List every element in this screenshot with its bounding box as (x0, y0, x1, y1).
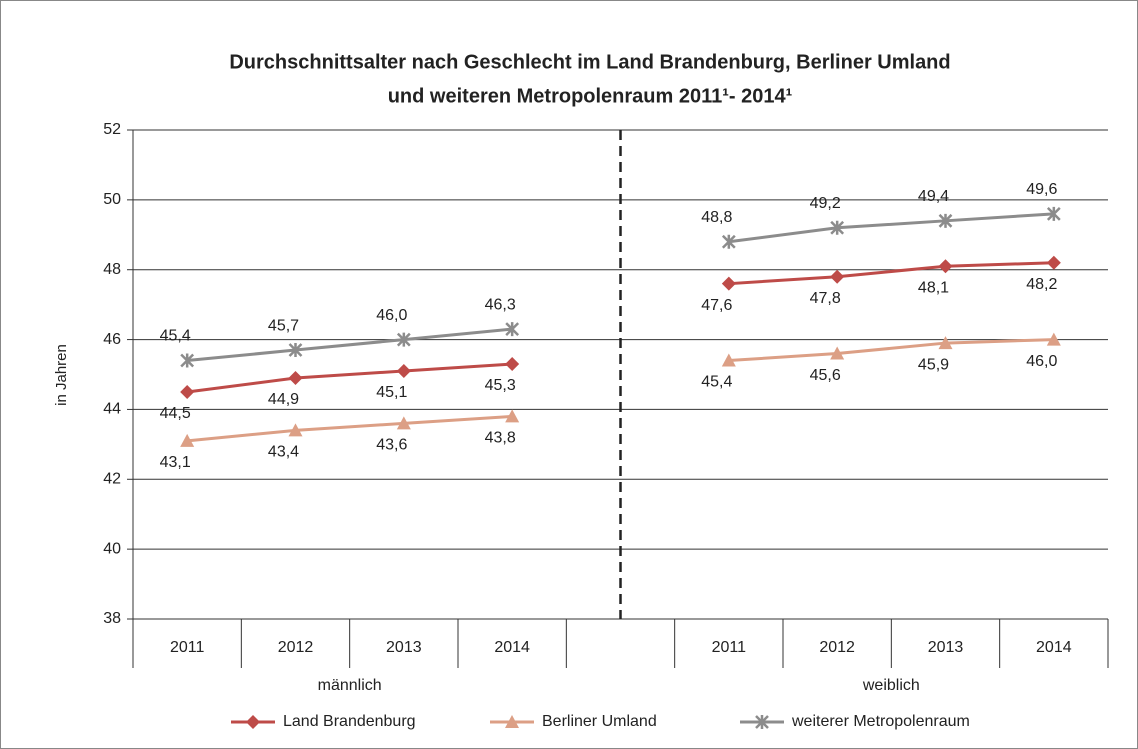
marker (1046, 206, 1061, 221)
data-label: 47,8 (810, 290, 841, 307)
x-tick-label: 2011 (712, 639, 747, 656)
legend-marker (505, 715, 519, 728)
marker (1046, 255, 1061, 270)
y-tick-label: 38 (103, 610, 121, 627)
data-label: 43,8 (485, 430, 516, 447)
series-line (187, 212, 1054, 363)
marker (830, 220, 845, 235)
data-label: 48,8 (701, 209, 732, 226)
marker (721, 353, 736, 367)
data-label: 43,6 (376, 437, 407, 454)
x-tick-label: 2014 (494, 639, 530, 656)
data-label: 47,6 (701, 297, 732, 314)
marker (180, 433, 195, 447)
y-tick-label: 52 (103, 121, 121, 138)
data-label: 46,0 (1026, 353, 1057, 370)
legend-label: Berliner Umland (542, 713, 657, 730)
data-label: 45,3 (485, 377, 516, 394)
y-axis-label: in Jahren (53, 344, 70, 406)
marker (938, 213, 953, 228)
marker (396, 416, 411, 430)
data-label: 45,6 (810, 367, 841, 384)
data-label: 45,1 (376, 384, 407, 401)
chart-title: und weiteren Metropolenraum 2011¹- 2014¹ (388, 85, 793, 107)
group-label: männlich (318, 677, 382, 694)
x-tick-label: 2012 (278, 639, 314, 656)
x-tick-label: 2012 (819, 639, 855, 656)
marker (180, 353, 195, 368)
data-label: 45,4 (160, 328, 191, 345)
data-label: 43,1 (160, 454, 191, 471)
data-label: 45,9 (918, 356, 949, 373)
data-label: 46,3 (485, 296, 516, 313)
data-label: 46,0 (376, 307, 407, 324)
legend-label: weiterer Metropolenraum (791, 713, 970, 730)
marker (505, 409, 520, 423)
marker (938, 259, 953, 274)
marker (1046, 332, 1061, 346)
data-label: 44,9 (268, 391, 299, 408)
y-tick-label: 48 (103, 261, 121, 278)
legend-marker (755, 715, 769, 729)
y-tick-label: 50 (103, 191, 121, 208)
marker (830, 269, 845, 284)
series-line (187, 338, 1054, 443)
x-tick-label: 2014 (1036, 639, 1072, 656)
marker (721, 234, 736, 249)
marker (505, 322, 520, 337)
data-label: 48,1 (918, 279, 949, 296)
chart-title: Durchschnittsalter nach Geschlecht im La… (229, 51, 950, 73)
data-label: 48,2 (1026, 276, 1057, 293)
y-tick-label: 42 (103, 471, 121, 488)
marker (396, 364, 411, 379)
y-tick-label: 40 (103, 540, 121, 557)
marker (938, 336, 953, 350)
data-label: 43,4 (268, 444, 299, 461)
legend-label: Land Brandenburg (283, 713, 416, 730)
x-tick-label: 2011 (170, 639, 205, 656)
x-tick-label: 2013 (928, 639, 964, 656)
data-label: 49,6 (1026, 181, 1057, 198)
marker (288, 370, 303, 385)
data-label: 45,7 (268, 317, 299, 334)
data-label: 44,5 (160, 405, 191, 422)
data-label: 45,4 (701, 374, 732, 391)
y-tick-label: 46 (103, 331, 121, 348)
data-label: 49,4 (918, 188, 949, 205)
y-tick-label: 44 (103, 401, 121, 418)
marker (396, 332, 411, 347)
x-tick-label: 2013 (386, 639, 422, 656)
legend-marker (246, 715, 260, 729)
marker (180, 384, 195, 399)
group-label: weiblich (862, 677, 920, 694)
data-label: 49,2 (810, 195, 841, 212)
marker (288, 343, 303, 358)
marker (721, 276, 736, 291)
marker (830, 346, 845, 360)
series-line (186, 261, 1054, 394)
marker (505, 357, 520, 372)
marker (288, 423, 303, 437)
